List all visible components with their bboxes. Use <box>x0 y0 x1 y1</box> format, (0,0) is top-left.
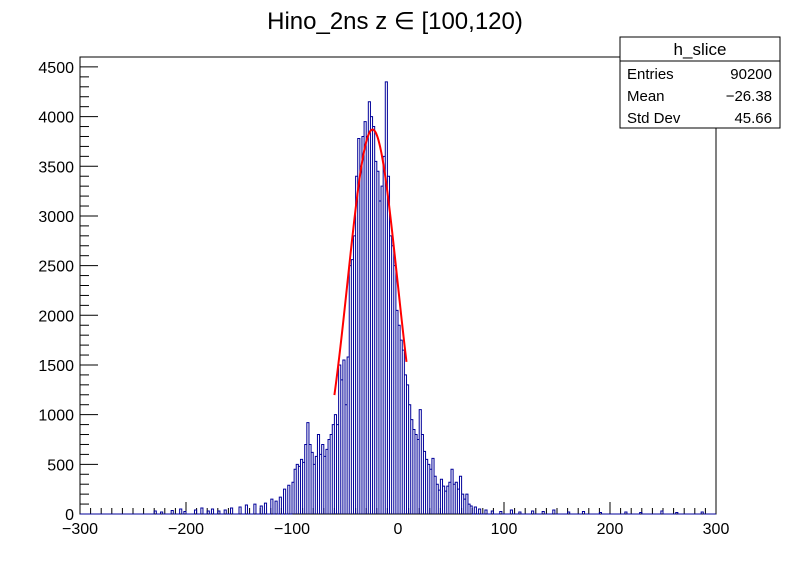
y-tick-label: 2000 <box>38 308 74 325</box>
stats-box-title: h_slice <box>674 40 727 59</box>
y-tick-label: 4500 <box>38 60 74 77</box>
gaussian-fit-curve <box>333 128 408 396</box>
x-tick-label: 300 <box>703 521 730 538</box>
y-tick-label: 3500 <box>38 159 74 176</box>
x-tick-label: 0 <box>394 521 403 538</box>
chart-title: Hino_2ns z ∈ [100,120) <box>267 8 523 35</box>
histogram-series-line <box>80 81 716 515</box>
stats-mean-value: −26.38 <box>726 88 772 105</box>
stats-box: h_slice Entries 90200 Mean −26.38 Std De… <box>619 36 781 129</box>
y-tick-label: 4000 <box>38 110 74 127</box>
y-tick-label: 1500 <box>38 358 74 375</box>
y-axis: 0 500 1000 1500 2000 2500 3000 3500 4000 4500 <box>38 56 98 524</box>
x-tick-label: −200 <box>168 521 204 538</box>
stats-entries-label: Entries <box>627 66 674 83</box>
y-tick-label: 1000 <box>38 408 74 425</box>
stats-stddev-label: Std Dev <box>627 110 681 127</box>
y-tick-label: 0 <box>65 507 74 524</box>
stats-mean-label: Mean <box>627 88 665 105</box>
x-tick-label: 200 <box>597 521 624 538</box>
y-tick-label: 3000 <box>38 209 74 226</box>
y-tick-label: 2500 <box>38 259 74 276</box>
stats-stddev-value: 45.66 <box>734 110 772 127</box>
x-tick-label: −300 <box>62 521 98 538</box>
x-tick-label: 100 <box>491 521 518 538</box>
stats-box-frame <box>619 36 781 129</box>
y-tick-label: 500 <box>47 457 74 474</box>
stats-entries-value: 90200 <box>730 66 772 83</box>
x-tick-label: −100 <box>274 521 310 538</box>
